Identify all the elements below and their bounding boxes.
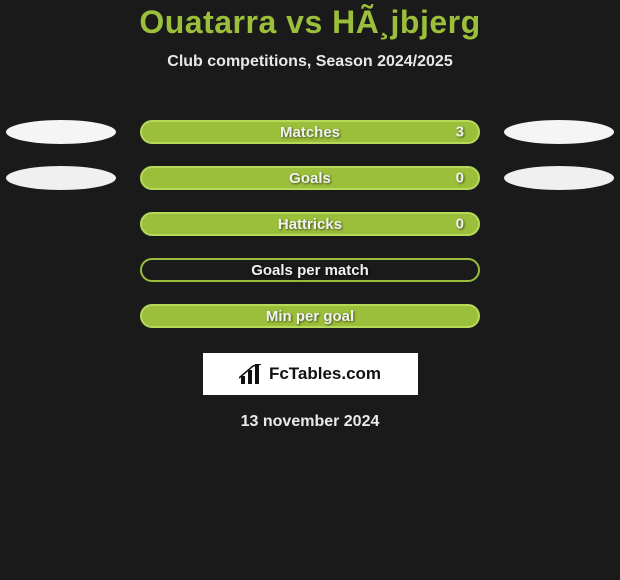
stat-row: Hattricks 0 [0,201,620,247]
bar-chart-icon [239,364,263,384]
stat-row: Matches 3 [0,109,620,155]
player-ellipse-right [504,120,614,144]
footer-date: 13 november 2024 [0,413,620,431]
logo-text: FcTables.com [269,364,381,384]
stat-value: 0 [456,216,464,233]
stat-label: Goals [289,170,331,187]
stat-row: Goals 0 [0,155,620,201]
page-title: Ouatarra vs HÃ¸jbjerg [0,4,620,41]
player-ellipse-left [6,120,116,144]
stat-rows: Matches 3 Goals 0 Hattricks 0 Goals per match M… [0,109,620,339]
stat-bar: Hattricks 0 [140,212,480,236]
stat-label: Goals per match [251,262,369,279]
player-ellipse-left [6,166,116,190]
stat-bar: Goals per match [140,258,480,282]
stat-row: Goals per match [0,247,620,293]
player-ellipse-right [504,166,614,190]
stat-bar: Goals 0 [140,166,480,190]
stat-label: Matches [280,124,340,141]
stat-bar: Min per goal [140,304,480,328]
stat-value: 0 [456,170,464,187]
logo-box: FcTables.com [203,353,418,395]
stat-bar: Matches 3 [140,120,480,144]
stat-label: Hattricks [278,216,342,233]
infographic-container: Ouatarra vs HÃ¸jbjerg Club competitions,… [0,0,620,580]
page-subtitle: Club competitions, Season 2024/2025 [0,53,620,71]
stat-label: Min per goal [266,308,354,325]
stat-value: 3 [456,124,464,141]
stat-row: Min per goal [0,293,620,339]
